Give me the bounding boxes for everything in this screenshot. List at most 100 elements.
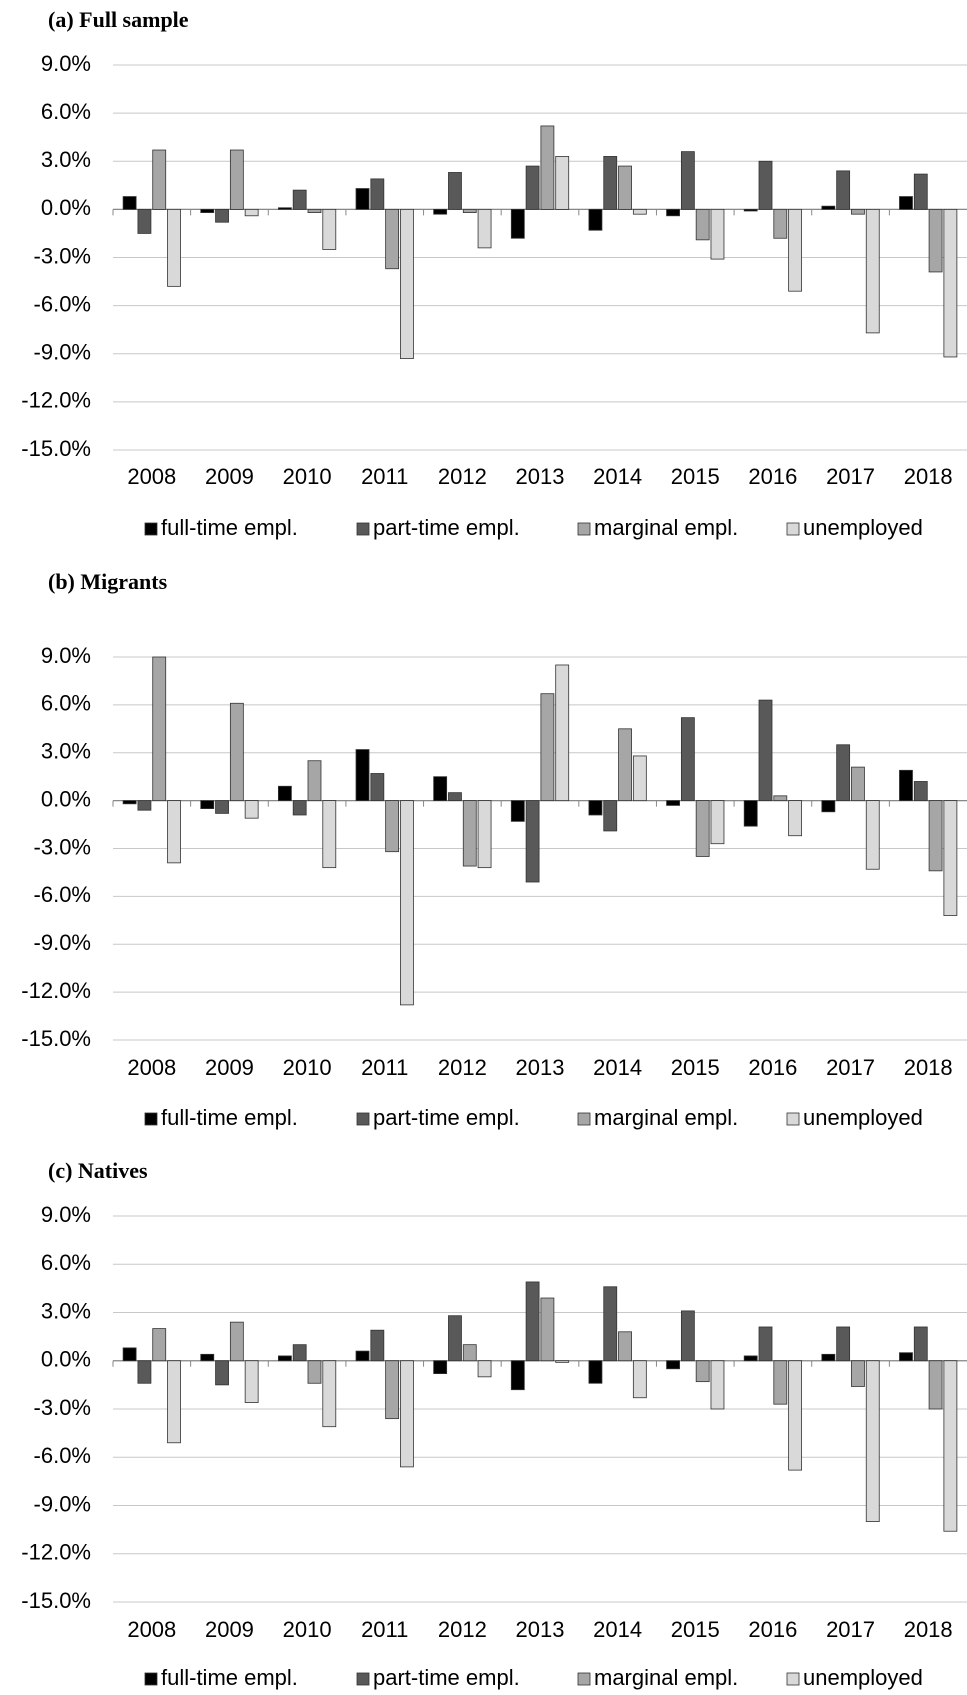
x-tick-label: 2010 xyxy=(283,1617,332,1642)
legend-label: unemployed xyxy=(803,515,923,540)
bar xyxy=(851,766,865,802)
x-tick-label: 2012 xyxy=(438,464,487,489)
legend-label: marginal empl. xyxy=(594,1665,738,1690)
bar xyxy=(899,1352,913,1362)
y-tick-label: -6.0% xyxy=(34,291,91,316)
legend-swatch xyxy=(786,1112,800,1126)
bar xyxy=(555,156,570,210)
bar xyxy=(167,1360,181,1444)
bar xyxy=(540,125,555,210)
y-tick-label: 3.0% xyxy=(41,739,91,764)
legend-swatch xyxy=(577,1672,591,1686)
bar xyxy=(433,776,448,802)
bar xyxy=(743,1355,758,1362)
x-tick-label: 2016 xyxy=(748,1055,797,1080)
bar xyxy=(603,156,618,210)
bar xyxy=(462,800,477,867)
bar xyxy=(680,1310,695,1362)
bar xyxy=(355,1350,370,1362)
y-tick-label: -3.0% xyxy=(34,243,91,268)
bar xyxy=(773,795,788,802)
y-tick-label: 0.0% xyxy=(41,1347,91,1372)
bar xyxy=(913,173,928,210)
y-tick-label: 9.0% xyxy=(41,51,91,76)
bar xyxy=(244,208,259,217)
bar xyxy=(821,1353,836,1362)
y-tick-label: 0.0% xyxy=(41,786,91,811)
legend-label: part-time empl. xyxy=(373,1665,520,1690)
bar xyxy=(836,170,851,210)
bar xyxy=(292,800,307,816)
bar xyxy=(588,800,603,816)
bar xyxy=(788,208,803,292)
bar xyxy=(943,208,958,358)
bar xyxy=(525,800,540,883)
bar xyxy=(851,1360,865,1387)
bar xyxy=(865,208,880,334)
x-tick-label: 2015 xyxy=(671,1055,720,1080)
bar xyxy=(215,1360,229,1386)
bar xyxy=(603,1286,618,1362)
bar xyxy=(307,760,322,802)
bar xyxy=(555,1360,570,1363)
y-tick-label: -6.0% xyxy=(34,882,91,907)
bar xyxy=(836,744,851,802)
y-tick-label: 6.0% xyxy=(41,99,91,124)
bar xyxy=(758,699,773,802)
bar xyxy=(292,1344,307,1362)
bar xyxy=(758,160,773,210)
x-tick-label: 2017 xyxy=(826,1617,875,1642)
bar xyxy=(851,208,865,215)
bar xyxy=(773,1360,788,1405)
bar xyxy=(307,208,322,213)
x-tick-label: 2014 xyxy=(593,464,642,489)
bar xyxy=(122,196,137,210)
panel-title: (b) Migrants xyxy=(48,569,168,594)
y-tick-label: 6.0% xyxy=(41,1250,91,1275)
bar xyxy=(229,702,244,802)
bar xyxy=(510,800,525,822)
legend-swatch xyxy=(577,1112,591,1126)
bar xyxy=(477,800,492,869)
bar xyxy=(632,208,647,215)
bar xyxy=(385,800,400,853)
panel-title: (c) Natives xyxy=(48,1158,148,1183)
bar xyxy=(448,172,462,210)
bar xyxy=(137,208,152,234)
x-tick-label: 2011 xyxy=(361,1617,408,1642)
bar xyxy=(385,1360,400,1420)
bar xyxy=(229,1321,244,1362)
bar xyxy=(292,189,307,210)
bar xyxy=(540,1297,555,1362)
x-tick-label: 2008 xyxy=(127,1617,176,1642)
x-tick-label: 2008 xyxy=(127,1055,176,1080)
bar xyxy=(555,664,570,802)
bar xyxy=(788,800,803,837)
panel-title: (a) Full sample xyxy=(48,7,189,32)
bar xyxy=(322,800,337,869)
bar xyxy=(821,800,836,813)
bar xyxy=(322,208,337,250)
bar xyxy=(152,149,167,210)
y-tick-label: 3.0% xyxy=(41,147,91,172)
bar xyxy=(588,1360,603,1384)
x-tick-label: 2014 xyxy=(593,1617,642,1642)
bar xyxy=(322,1360,337,1428)
bar xyxy=(710,800,725,845)
y-tick-label: -9.0% xyxy=(34,340,91,365)
legend-label: marginal empl. xyxy=(594,1105,738,1130)
x-tick-label: 2014 xyxy=(593,1055,642,1080)
bar xyxy=(632,1360,647,1399)
bar xyxy=(588,208,603,231)
y-tick-label: -6.0% xyxy=(34,1443,91,1468)
y-tick-label: 0.0% xyxy=(41,195,91,220)
bar xyxy=(400,800,414,1006)
bar xyxy=(666,800,680,806)
x-tick-label: 2017 xyxy=(826,464,875,489)
bar xyxy=(618,728,632,802)
legend-swatch xyxy=(356,1672,370,1686)
bar xyxy=(510,208,525,239)
y-tick-label: -3.0% xyxy=(34,1395,91,1420)
bar xyxy=(448,1315,462,1362)
